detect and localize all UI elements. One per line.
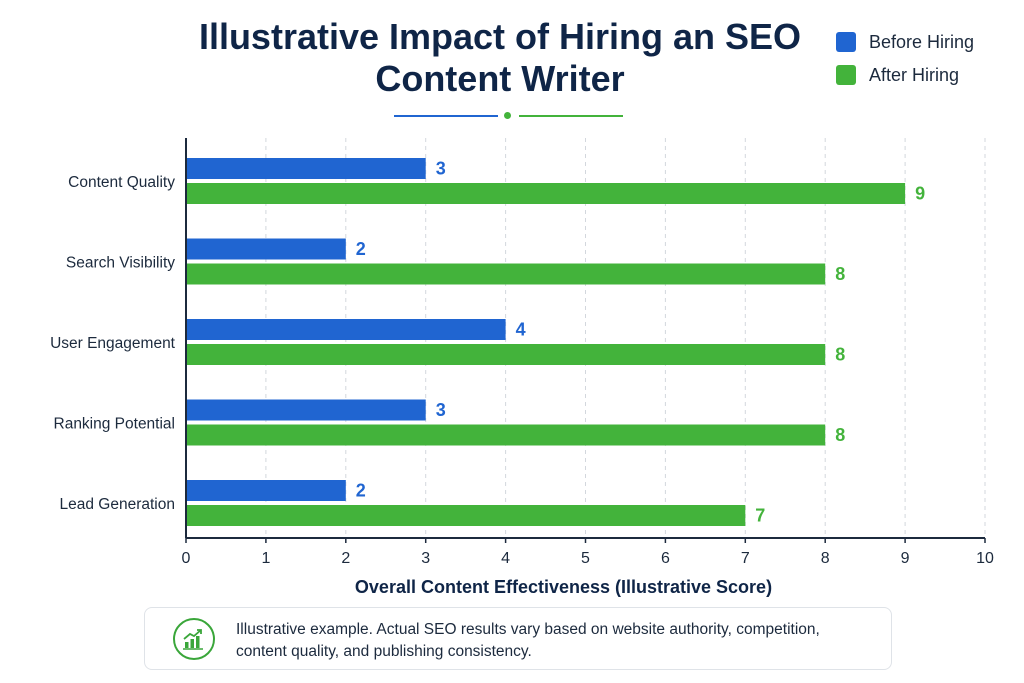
x-tick-label: 5 (581, 550, 590, 567)
bar-after (186, 505, 746, 526)
legend-item-after: After Hiring (836, 65, 974, 85)
bar-after (186, 183, 906, 204)
category-label: Ranking Potential (54, 416, 176, 433)
legend: Before Hiring After Hiring (836, 32, 974, 98)
data-label: 2 (356, 481, 366, 501)
bar-before (186, 319, 506, 340)
x-tick-label: 3 (421, 550, 430, 567)
x-tick-label: 8 (821, 550, 830, 567)
legend-item-before: Before Hiring (836, 32, 974, 52)
chart-title: Illustrative Impact of Hiring an SEO Con… (198, 16, 802, 99)
data-label: 8 (835, 264, 845, 284)
data-label: 8 (835, 425, 845, 445)
bar-after (186, 263, 826, 285)
legend-label-before: Before Hiring (869, 31, 975, 52)
disclaimer-note: Illustrative example. Actual SEO results… (144, 607, 892, 670)
category-label: Content Quality (68, 174, 175, 191)
bar-chart: 3 9 Content Quality 2 8 Search Visibility 4 8 Us… (50, 138, 994, 597)
bar-after (186, 344, 826, 365)
bar-after (186, 424, 826, 446)
x-tick-label: 9 (901, 550, 910, 567)
legend-label-after: After Hiring (869, 64, 960, 85)
x-axis-title: Overall Content Effectiveness (Illustrat… (355, 577, 772, 597)
category-label: Search Visibility (66, 255, 175, 272)
x-tick-label: 0 (182, 550, 191, 567)
data-label: 2 (356, 239, 366, 259)
x-tick-label: 4 (501, 550, 510, 567)
legend-swatch-before (836, 32, 856, 52)
bar-before (186, 399, 426, 421)
x-tick-label: 1 (261, 550, 270, 567)
x-tick-label: 2 (341, 550, 350, 567)
x-tick-label: 7 (741, 550, 750, 567)
data-label: 7 (755, 506, 765, 526)
title-underline-right (519, 115, 623, 117)
legend-swatch-after (836, 65, 856, 85)
bar-before (186, 158, 426, 179)
data-label: 3 (436, 159, 446, 179)
title-underline-dot (504, 112, 511, 119)
data-label: 8 (835, 345, 845, 365)
growth-chart-icon (173, 618, 215, 660)
data-label: 3 (436, 400, 446, 420)
data-label: 9 (915, 184, 925, 204)
title-underline-left (394, 115, 498, 117)
category-label: User Engagement (50, 335, 176, 352)
x-tick-label: 6 (661, 550, 670, 567)
bar-before (186, 480, 346, 501)
category-label: Lead Generation (60, 496, 175, 513)
x-tick-label: 10 (976, 550, 994, 567)
bar-before (186, 238, 346, 260)
disclaimer-text: Illustrative example. Actual SEO results… (236, 621, 820, 660)
data-label: 4 (516, 320, 526, 340)
